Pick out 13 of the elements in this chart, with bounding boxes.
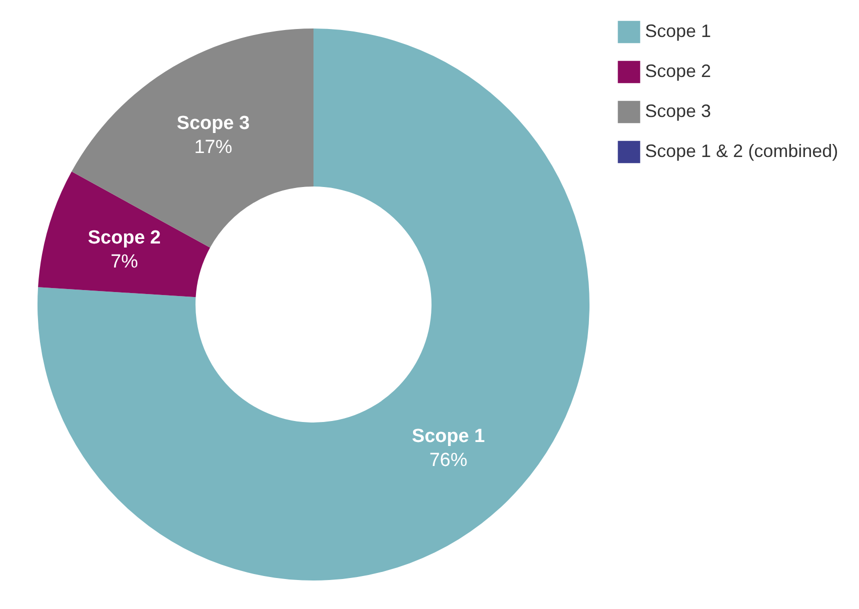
- donut-slice: [38, 172, 210, 298]
- data-label: 7%: [110, 252, 138, 273]
- slice-label: Scope 1: [412, 426, 486, 448]
- legend-label: Scope 2: [645, 61, 712, 81]
- donut-slice: [38, 28, 590, 580]
- slice-label: Scope 2: [88, 228, 161, 249]
- donut-slice: [72, 28, 314, 248]
- legend-label: Scope 1: [645, 21, 712, 41]
- slice-label: Scope 3: [176, 112, 250, 134]
- legend-label: Scope 3: [645, 101, 712, 121]
- legend-label: Scope 1 & 2 (combined): [645, 141, 838, 161]
- data-label: 76%: [429, 450, 468, 472]
- data-label: 17%: [194, 136, 232, 158]
